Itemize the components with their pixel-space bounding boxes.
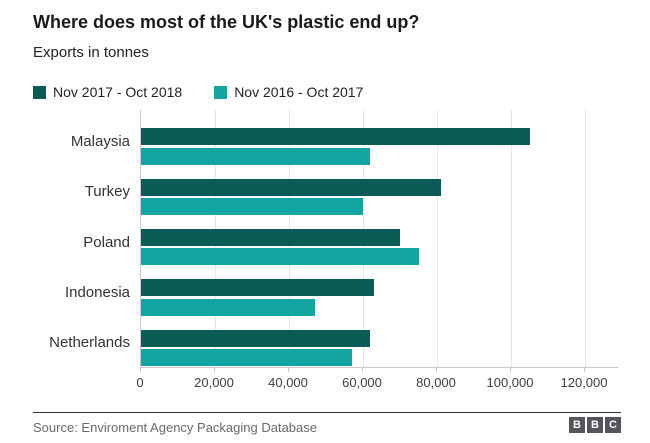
bar-netherlands-series-2 [141,349,352,366]
x-axis-tick [214,367,215,372]
x-axis-tick-label: 80,000 [416,375,456,390]
legend-swatch-light-icon [214,85,228,99]
legend-label-2016-2017: Nov 2016 - Oct 2017 [234,84,364,100]
legend-item-2016-2017: Nov 2016 - Oct 2017 [214,84,363,100]
category-label-netherlands: Netherlands [49,334,130,352]
bar-malaysia-series-1 [141,128,530,146]
bar-poland-series-2 [141,248,419,266]
gridline [511,110,512,367]
bbc-logo-block: B [587,417,603,433]
x-axis-tick [436,367,437,372]
bar-turkey-series-2 [141,198,363,216]
chart-subtitle: Exports in tonnes [33,44,149,61]
bar-indonesia-series-1 [141,279,375,297]
category-label-malaysia: Malaysia [70,133,130,151]
chart-title: Where does most of the UK's plastic end … [33,12,420,32]
bar-chart: 0 20,000 40,000 60,000 80,000 100,000 120,000 M… [0,110,650,405]
legend-item-2017-2018: Nov 2017 - Oct 2018 [33,84,182,100]
category-label-indonesia: Indonesia [64,283,130,301]
x-axis-tick-label: 120,000 [560,375,608,390]
x-axis-tick [510,367,511,372]
gridline [437,110,438,367]
bar-turkey-series-1 [141,178,441,196]
x-axis-tick [288,367,289,372]
bar-poland-series-1 [141,228,400,246]
bar-netherlands-series-1 [141,329,371,347]
x-axis-tick [140,367,141,372]
x-axis-tick-label: 0 [136,375,144,390]
category-label-poland: Poland [83,233,130,251]
x-axis-tick-label: 100,000 [486,375,534,390]
legend-label-2017-2018: Nov 2017 - Oct 2018 [53,84,183,100]
x-axis-tick-label: 20,000 [194,375,234,390]
gridline [585,110,586,367]
x-axis-tick-label: 40,000 [268,375,308,390]
x-axis-tick [362,367,363,372]
bbc-logo-block: B [569,417,585,433]
x-axis-tick-label: 60,000 [342,375,382,390]
x-axis-tick [584,367,585,372]
source-text: Source: Enviroment Agency Packaging Data… [33,420,318,435]
legend-swatch-dark-icon [33,85,46,99]
category-label-turkey: Turkey [84,183,130,201]
footer-divider [33,412,621,413]
bar-indonesia-series-2 [141,298,315,316]
legend: Nov 2017 - Oct 2018 Nov 2016 - Oct 2017 [33,84,363,100]
bbc-logo-block: C [605,417,621,433]
plot-area [140,110,618,368]
bar-malaysia-series-2 [141,147,371,165]
